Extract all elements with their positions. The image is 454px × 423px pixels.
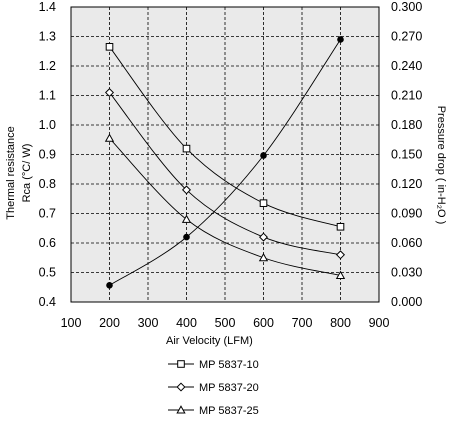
data-point — [336, 222, 345, 231]
legend-swatch-marker — [176, 405, 186, 414]
y-left-tick-label: 0.7 — [39, 207, 56, 221]
series-4 — [106, 36, 344, 289]
data-point — [335, 250, 346, 260]
data-point — [258, 252, 269, 262]
series-line — [109, 137, 341, 276]
x-tick-label: 900 — [369, 316, 390, 330]
y-right-tick-label: 0.180 — [391, 118, 422, 132]
x-tick-label: 800 — [330, 316, 351, 330]
data-point — [335, 270, 346, 279]
y-left-tick-label: 0.5 — [39, 266, 56, 280]
y-left-tick-label: 0.9 — [39, 148, 56, 162]
series-line — [109, 39, 341, 286]
x-tick-label: 600 — [253, 316, 274, 330]
y-right-tick-label: 0.030 — [391, 266, 422, 280]
data-point — [104, 133, 115, 142]
y-right-tick-label: 0.300 — [391, 0, 422, 14]
legend-item: MP 5837-20 — [168, 382, 259, 394]
legend-swatch-marker — [176, 382, 186, 392]
y-left-tick-label: 1.0 — [39, 118, 56, 132]
legend-label: MP 5837-20 — [199, 382, 259, 394]
x-tick-label: 700 — [292, 316, 313, 330]
y-right-tick-label: 0.240 — [391, 59, 422, 73]
data-point — [181, 185, 192, 195]
y-left-tick-label: 1.4 — [39, 0, 56, 14]
ticks: 100 200 300 400 500 600 700 800 900 0.4 0.5 0.6 0.7 0… — [39, 0, 423, 330]
right-axis-label: Pressure drop ( in-H₂O ) — [435, 106, 447, 225]
x-tick-label: 400 — [176, 316, 197, 330]
x-tick-label: 100 — [61, 316, 82, 330]
x-tick-label: 500 — [215, 316, 236, 330]
y-right-tick-label: 0.060 — [391, 236, 422, 250]
y-left-tick-label: 0.8 — [39, 177, 56, 191]
right-axis-label-text: Pressure drop ( in-H₂O ) — [435, 106, 447, 225]
y-right-tick-label: 0.000 — [391, 295, 422, 309]
y-right-tick-label: 0.090 — [391, 207, 422, 221]
legend-swatch-marker — [177, 360, 185, 368]
left-axis-label-2: Rca (°C/ W) — [21, 144, 33, 203]
series-line — [109, 46, 341, 228]
y-left-tick-label: 1.1 — [39, 89, 56, 103]
y-left-tick-label: 0.4 — [39, 295, 56, 309]
left-axis-label-line1: Thermal resistance — [5, 126, 17, 220]
x-tick-label: 200 — [99, 316, 120, 330]
y-left-tick-label: 0.6 — [39, 236, 56, 250]
legend-label: MP 5837-25 — [199, 405, 259, 417]
series-2 — [104, 88, 346, 260]
y-right-tick-label: 0.120 — [391, 177, 422, 191]
data-point — [181, 214, 192, 223]
data-point — [337, 36, 344, 43]
y-right-tick-label: 0.270 — [391, 30, 422, 44]
legend-item: MP 5837-25 — [168, 405, 259, 417]
data-point — [104, 88, 115, 98]
plot-border — [70, 6, 380, 303]
left-axis-label: Thermal resistance — [5, 126, 17, 220]
y-left-tick-label: 1.2 — [39, 59, 56, 73]
data-point — [182, 144, 191, 153]
x-axis-label: Air Velocity (LFM) — [166, 335, 253, 347]
y-right-tick-label: 0.150 — [391, 148, 422, 162]
data-point — [106, 281, 113, 289]
legend-item: MP 5837-10 — [168, 359, 259, 371]
data-point — [260, 152, 267, 159]
y-right-tick-label: 0.210 — [391, 89, 422, 103]
data-point — [259, 199, 268, 207]
x-tick-label: 300 — [138, 316, 159, 330]
data-point — [183, 233, 190, 241]
series-1 — [105, 43, 345, 231]
left-axis-label-line2: Rca (°C/ W) — [21, 144, 33, 203]
series-layer — [104, 36, 346, 289]
data-point — [258, 232, 269, 242]
legend: MP 5837-10 MP 5837-20 MP 5837-25 — [168, 359, 259, 417]
grid — [71, 7, 379, 302]
series-3 — [104, 133, 346, 279]
legend-label: MP 5837-10 — [199, 359, 259, 371]
data-point — [105, 43, 114, 51]
y-left-tick-label: 1.3 — [39, 30, 56, 44]
series-line — [109, 92, 341, 256]
